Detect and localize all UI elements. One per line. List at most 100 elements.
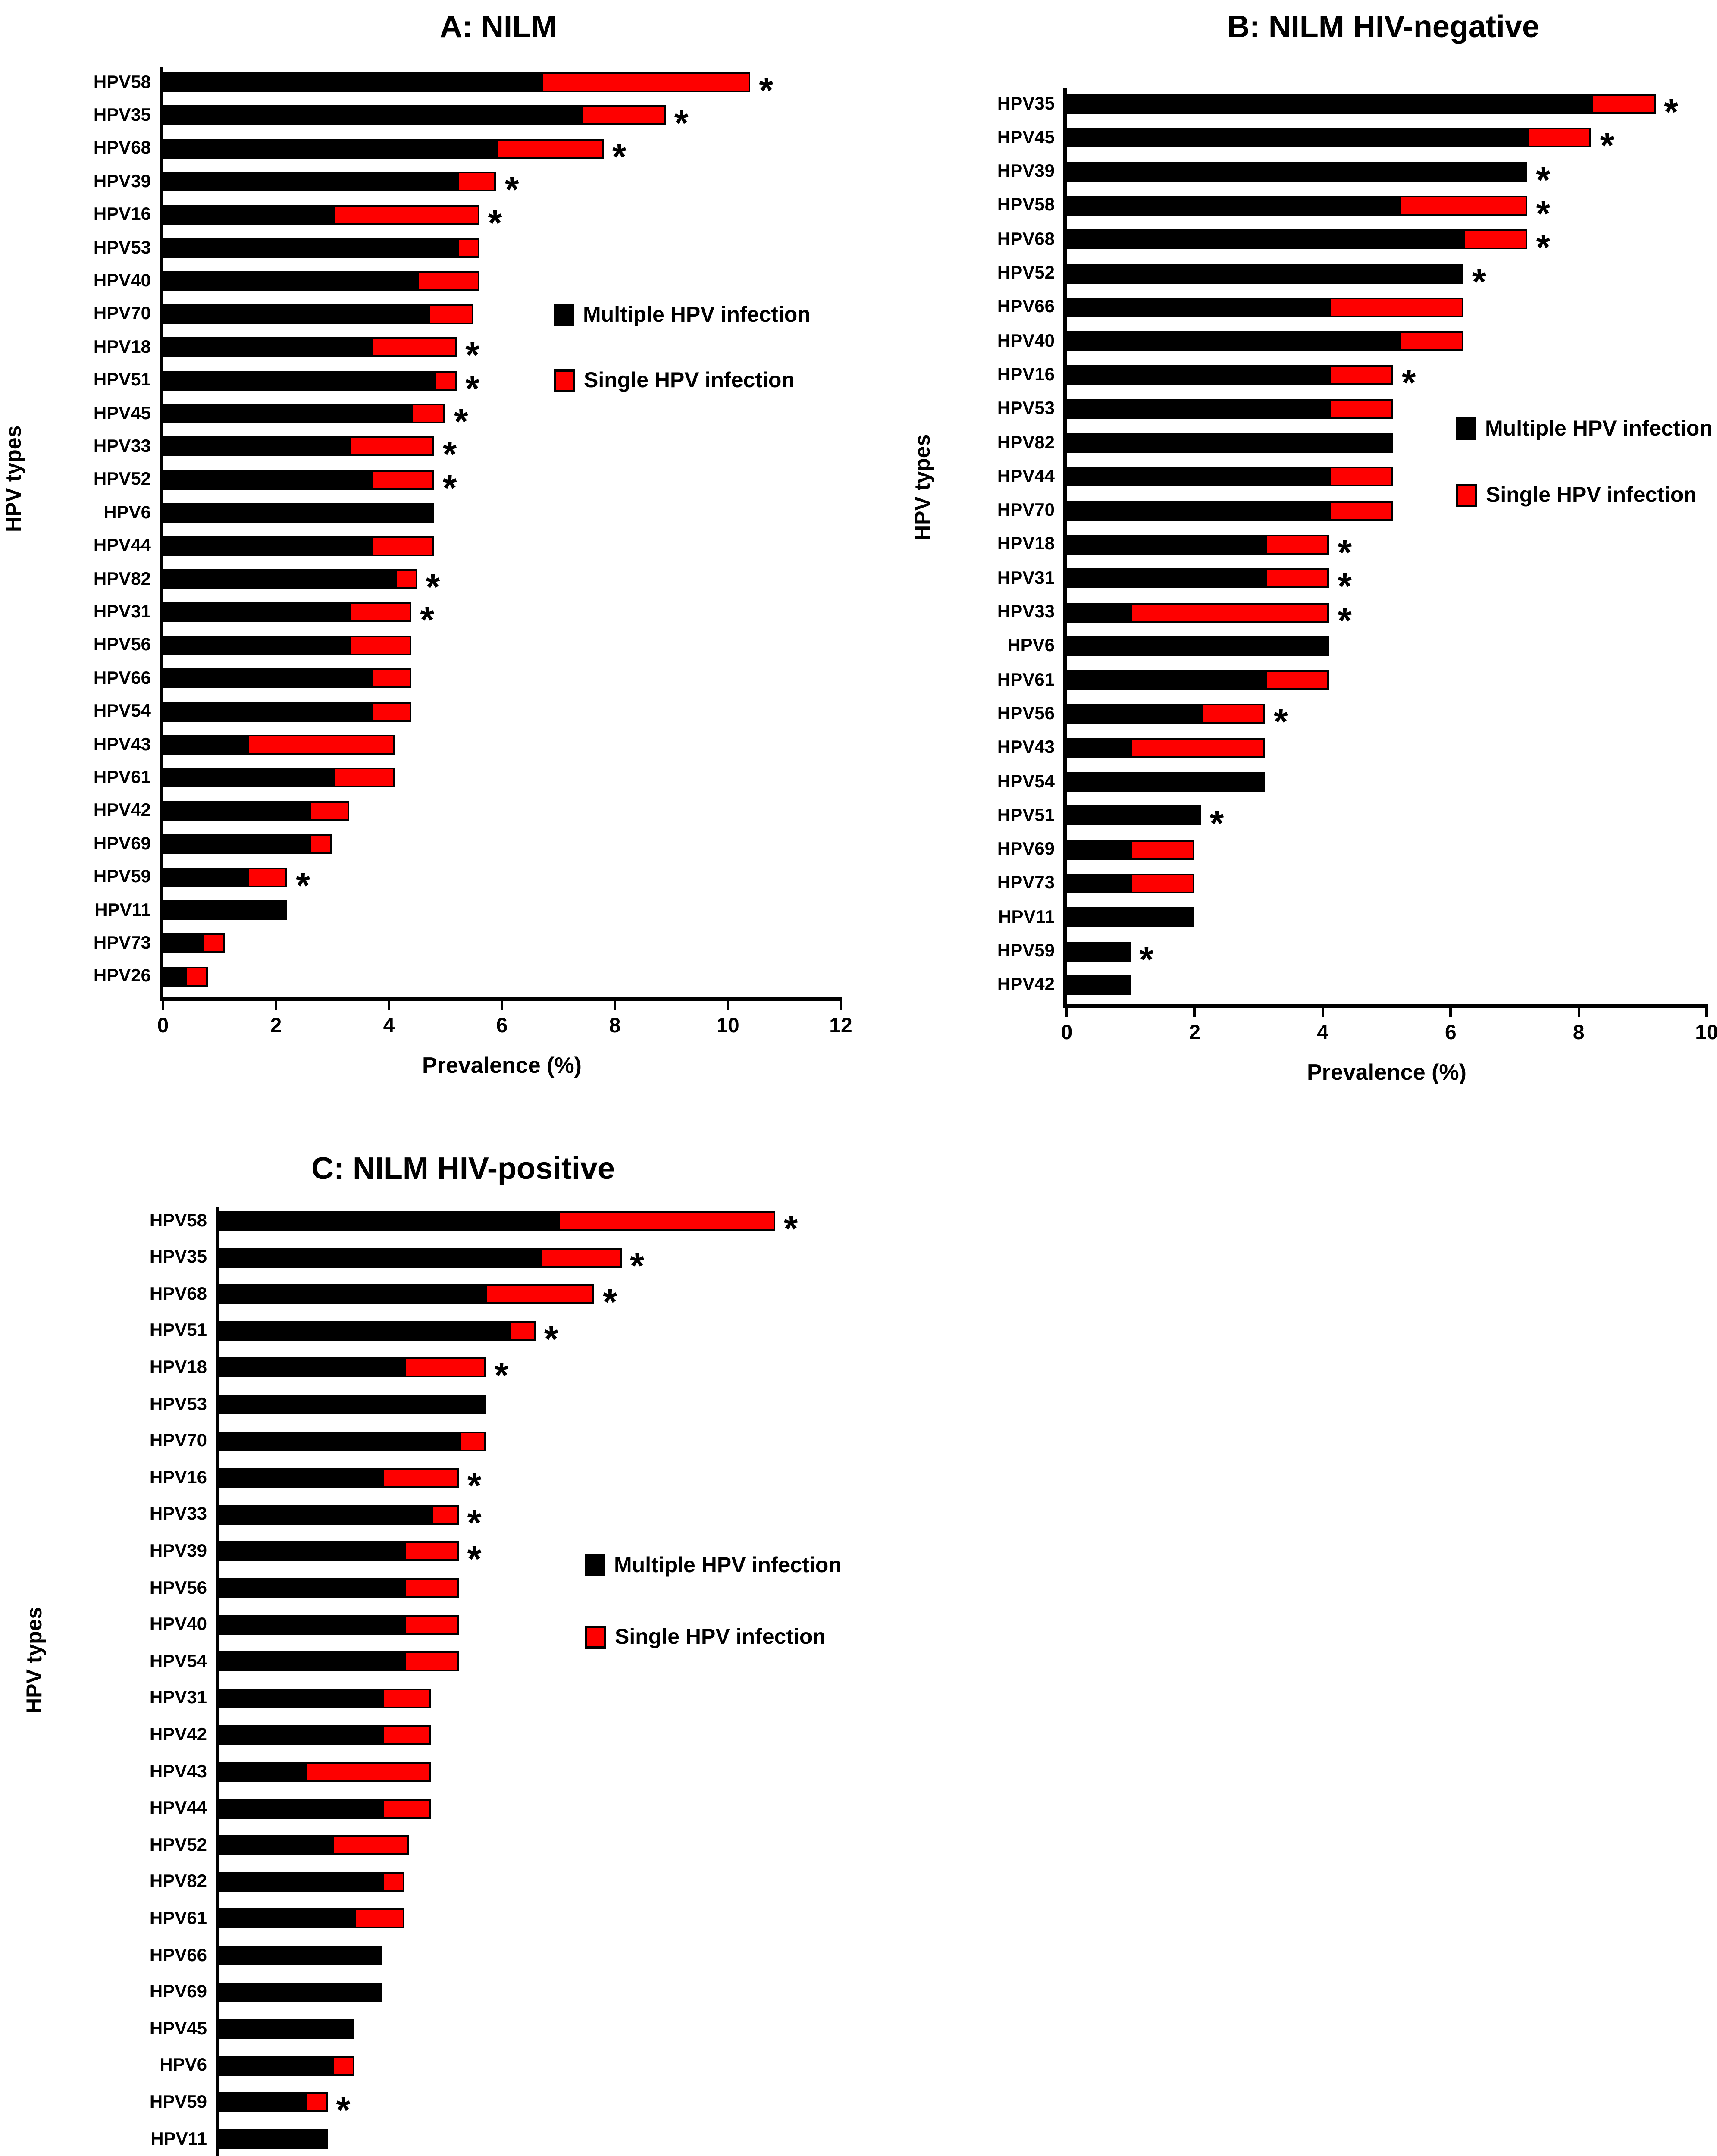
multiple-infection-segment xyxy=(219,1321,509,1341)
significance-star: * xyxy=(1536,159,1551,200)
multiple-infection-segment xyxy=(163,503,434,523)
significance-star: * xyxy=(1338,566,1352,607)
bar-row: HPV53 xyxy=(997,398,1707,419)
category-label: HPV39 xyxy=(149,1541,207,1561)
multiple-infection-segment xyxy=(163,801,310,821)
legend-label-single: Single HPV infection xyxy=(584,368,795,392)
stacked-bar xyxy=(1067,297,1707,317)
bar-row: HPV43 xyxy=(94,734,841,755)
multiple-infection-segment xyxy=(163,668,372,689)
bar-row: HPV16 * xyxy=(150,1467,852,1504)
stacked-bar xyxy=(1067,467,1707,487)
category-label: HPV44 xyxy=(997,466,1055,486)
stacked-bar: * xyxy=(163,470,841,506)
panel-a-plot-area: Prevalence (%) HPV58 * HPV35 * HPV68 * HPV39 * H… xyxy=(94,67,852,1078)
significance-star: * xyxy=(467,1502,482,1543)
single-infection-segment xyxy=(458,1431,486,1451)
bar-row: HPV33 * xyxy=(94,436,841,473)
x-axis-tick-label: 10 xyxy=(716,1014,739,1037)
category-label: HPV33 xyxy=(997,602,1055,622)
bar-row: HPV6 xyxy=(103,502,841,523)
significance-star: * xyxy=(1600,125,1614,166)
multiple-infection-segment xyxy=(1067,738,1131,758)
x-axis-tick xyxy=(162,997,164,1010)
category-label: HPV51 xyxy=(149,1320,207,1341)
category-label: HPV53 xyxy=(997,398,1055,419)
single-infection-segment xyxy=(305,1762,432,1782)
multiple-infection-swatch-icon xyxy=(1456,417,1476,440)
category-label: HPV16 xyxy=(149,1467,207,1488)
multiple-infection-segment xyxy=(163,304,429,324)
multiple-infection-segment xyxy=(219,1247,540,1268)
single-infection-segment xyxy=(457,172,496,192)
stacked-bar: * xyxy=(219,1247,852,1283)
significance-star: * xyxy=(1401,362,1416,403)
bar-row: HPV35 * xyxy=(997,94,1707,130)
single-infection-segment xyxy=(496,138,604,159)
significance-star: * xyxy=(454,401,468,442)
multiple-infection-segment xyxy=(219,1541,404,1561)
single-infection-segment xyxy=(349,436,434,457)
bar-row: HPV58 * xyxy=(94,72,841,108)
single-infection-segment xyxy=(332,768,395,788)
single-infection-swatch-icon xyxy=(1456,483,1477,507)
stacked-bar xyxy=(219,1982,852,2002)
bar-row: HPV6 xyxy=(1007,636,1707,656)
multiple-infection-segment xyxy=(1067,128,1528,148)
bar-row: HPV11 xyxy=(150,2129,852,2149)
multiple-infection-segment xyxy=(1067,907,1195,928)
category-label: HPV59 xyxy=(93,867,151,887)
bar-row: HPV40 xyxy=(150,1614,852,1635)
category-label: HPV18 xyxy=(93,337,151,357)
category-label: HPV42 xyxy=(93,800,151,821)
single-infection-segment xyxy=(332,205,479,225)
category-label: HPV58 xyxy=(149,1210,207,1230)
single-infection-segment xyxy=(581,105,666,125)
stacked-bar xyxy=(163,834,841,854)
multiple-infection-segment xyxy=(219,2129,328,2149)
significance-star: * xyxy=(1209,803,1224,844)
stacked-bar: * xyxy=(1067,941,1707,977)
single-infection-segment xyxy=(332,2056,355,2076)
single-infection-segment xyxy=(1399,331,1464,351)
single-infection-segment xyxy=(411,404,445,423)
single-infection-segment xyxy=(1329,297,1464,317)
multiple-infection-segment xyxy=(1067,433,1393,453)
legend-label-multiple: Multiple HPV infection xyxy=(583,302,811,326)
stacked-bar: * xyxy=(1067,568,1707,604)
stacked-bar xyxy=(1067,670,1707,690)
stacked-bar: * xyxy=(1067,195,1707,232)
single-infection-segment xyxy=(349,635,412,655)
multiple-infection-segment xyxy=(219,1799,382,1819)
bar-row: HPV45 * xyxy=(997,128,1707,164)
category-label: HPV66 xyxy=(997,297,1055,317)
significance-star: * xyxy=(426,567,440,607)
stacked-bar xyxy=(219,1395,852,1414)
single-infection-segment xyxy=(372,668,412,689)
significance-star: * xyxy=(465,335,479,376)
bar-row: HPV66 xyxy=(94,668,841,689)
category-label: HPV82 xyxy=(93,569,151,589)
category-label: HPV68 xyxy=(93,138,151,158)
x-axis-tick-label: 6 xyxy=(1445,1021,1457,1044)
bar-row: HPV31 * xyxy=(997,568,1707,604)
single-infection-segment xyxy=(185,966,208,987)
single-infection-swatch-icon xyxy=(554,369,575,392)
category-label: HPV35 xyxy=(997,94,1055,113)
stacked-bar: * xyxy=(1067,263,1707,299)
significance-star: * xyxy=(504,169,519,210)
multiple-infection-segment xyxy=(219,1762,305,1782)
x-axis-tick xyxy=(501,997,503,1010)
legend-entry-single: Single HPV infection xyxy=(1456,482,1713,508)
multiple-infection-segment xyxy=(219,1431,459,1451)
single-infection-segment xyxy=(382,1688,432,1708)
significance-star: * xyxy=(465,368,479,409)
stacked-bar xyxy=(163,900,841,920)
category-label: HPV11 xyxy=(150,2129,207,2149)
multiple-infection-swatch-icon xyxy=(585,1554,605,1576)
legend-entry-single: Single HPV infection xyxy=(585,1624,842,1650)
single-infection-segment xyxy=(382,1799,432,1819)
significance-star: * xyxy=(1664,91,1678,132)
bar-row: HPV66 xyxy=(997,297,1707,317)
single-infection-segment xyxy=(310,801,350,821)
